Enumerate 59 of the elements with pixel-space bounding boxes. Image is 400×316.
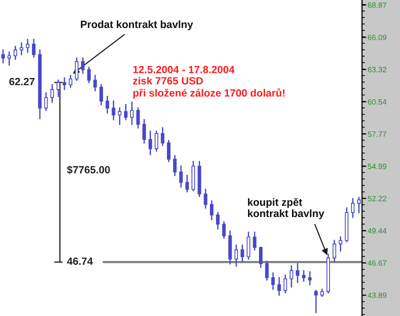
candlestick [136,107,140,128]
annotation: 12.5.2004 - 17.8.2004 zisk 7765 USD při složené záloze 1700 dolarů! [133,66,284,99]
candlestick [351,198,355,218]
candlestick [154,130,158,152]
candlestick [277,277,281,296]
candlestick [1,49,5,64]
candlestick [192,160,196,192]
candlestick [93,74,97,92]
annotation: 62.27 [9,78,35,86]
candlestick [148,130,152,156]
candlestick [228,230,232,264]
candlestick [142,119,146,144]
candlestick [332,240,336,262]
candlestick [14,46,18,60]
candlestick [234,244,238,267]
annotation: $7765.00 [67,166,110,174]
candlestick [204,188,208,209]
annotation: Prodat kontrakt bavlny [80,20,194,30]
annotation: koupit zpět kontrakt bavlny [248,198,324,220]
candlestick [314,290,318,314]
candlestick [62,77,66,90]
candlestick [118,107,122,125]
candlestick [160,127,164,146]
candlestick [99,84,104,106]
candlestick [20,42,24,56]
candlestick [210,200,214,220]
candlestick [68,74,72,88]
candlestick [50,84,54,103]
candlestick [271,272,275,290]
candlestick [44,92,48,111]
candlestick [166,140,170,162]
candlestick [185,174,189,192]
candlestick [222,221,226,239]
candlestick [130,102,134,125]
candlestick [246,232,250,260]
candlestick [265,260,269,281]
candlestick [284,274,288,294]
ref-line-label: 46.74 [67,258,93,265]
candlestick [173,155,177,176]
candlestick [308,271,312,286]
candlestick [56,80,60,98]
candlestick [252,232,256,250]
candlestick [290,265,294,288]
candlestick [258,246,263,268]
candlestick [112,100,116,120]
candlestick [106,96,110,114]
candlestick [179,166,183,188]
candlestick [240,244,244,262]
candlestick [338,236,342,252]
candlestick [357,196,361,214]
candlestick [124,104,128,120]
candlestick [296,263,300,283]
candlestick [216,212,220,230]
candlestick [32,38,36,58]
candlestick [87,66,91,84]
candlestick [7,52,11,66]
candlestick [81,57,85,74]
candlestick [26,38,30,53]
candlestick [302,270,306,282]
